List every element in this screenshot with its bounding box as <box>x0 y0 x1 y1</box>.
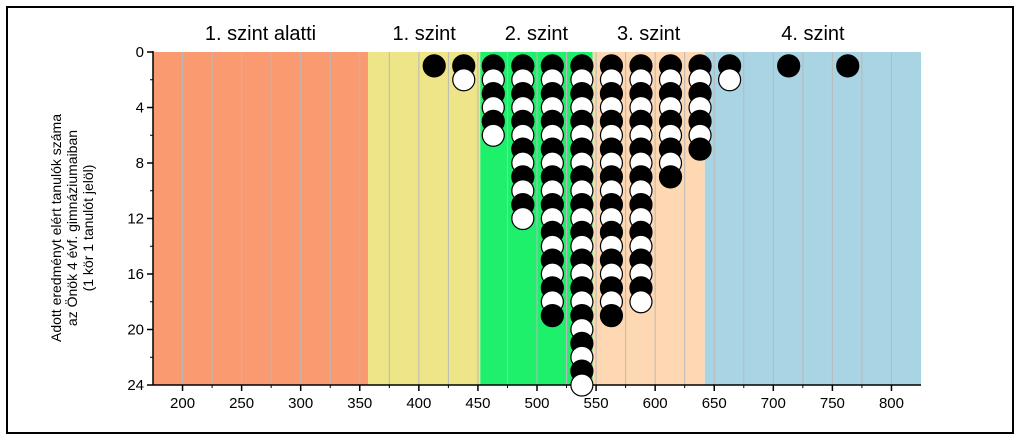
chart-frame: Adott eredményt elért tanulók száma az Ö… <box>6 6 1014 434</box>
student-marker <box>570 373 594 397</box>
student-marker <box>540 304 564 328</box>
y-tick-label: 16 <box>127 266 144 283</box>
student-marker <box>658 165 683 189</box>
level-band-1 <box>153 52 369 385</box>
band-label-3: 2. szint <box>505 23 569 45</box>
student-marker <box>422 54 446 78</box>
x-tick-label: 600 <box>643 395 668 412</box>
band-label-4: 3. szint <box>617 23 681 45</box>
y-tick-label: 0 <box>136 44 144 61</box>
y-tick-label: 20 <box>127 322 144 339</box>
x-tick-label: 750 <box>820 395 845 412</box>
student-marker <box>481 123 505 147</box>
x-tick-label: 550 <box>584 395 609 412</box>
x-tick-label: 350 <box>347 395 372 412</box>
student-marker <box>717 68 742 92</box>
x-tick-label: 450 <box>465 395 490 412</box>
student-marker <box>511 206 535 231</box>
x-tick-label: 300 <box>288 395 313 412</box>
x-tick-label: 650 <box>702 395 727 412</box>
y-tick-label: 12 <box>127 211 144 228</box>
y-tick-label: 8 <box>136 155 144 172</box>
band-label-5: 4. szint <box>781 23 845 45</box>
student-marker <box>836 54 860 78</box>
y-tick-label: 24 <box>127 377 144 394</box>
student-marker <box>452 68 476 92</box>
y-tick-label: 4 <box>136 100 144 117</box>
student-marker <box>629 290 653 314</box>
level-band-5 <box>704 52 921 385</box>
x-tick-label: 200 <box>170 395 195 412</box>
x-tick-label: 500 <box>524 395 549 412</box>
x-tick-label: 800 <box>879 395 904 412</box>
dot-plot: 1. szint alatti 1. szint 2. szint 3. szint 4… <box>127 23 921 412</box>
x-tick-label: 400 <box>406 395 431 412</box>
band-label-1: 1. szint alatti <box>205 23 316 45</box>
x-tick-label: 700 <box>761 395 786 412</box>
band-label-2: 1. szint <box>392 23 456 45</box>
x-tick-label: 250 <box>229 395 254 412</box>
level-band-2 <box>368 52 481 385</box>
student-marker <box>599 304 624 328</box>
student-marker <box>777 54 801 78</box>
student-marker <box>688 137 712 161</box>
